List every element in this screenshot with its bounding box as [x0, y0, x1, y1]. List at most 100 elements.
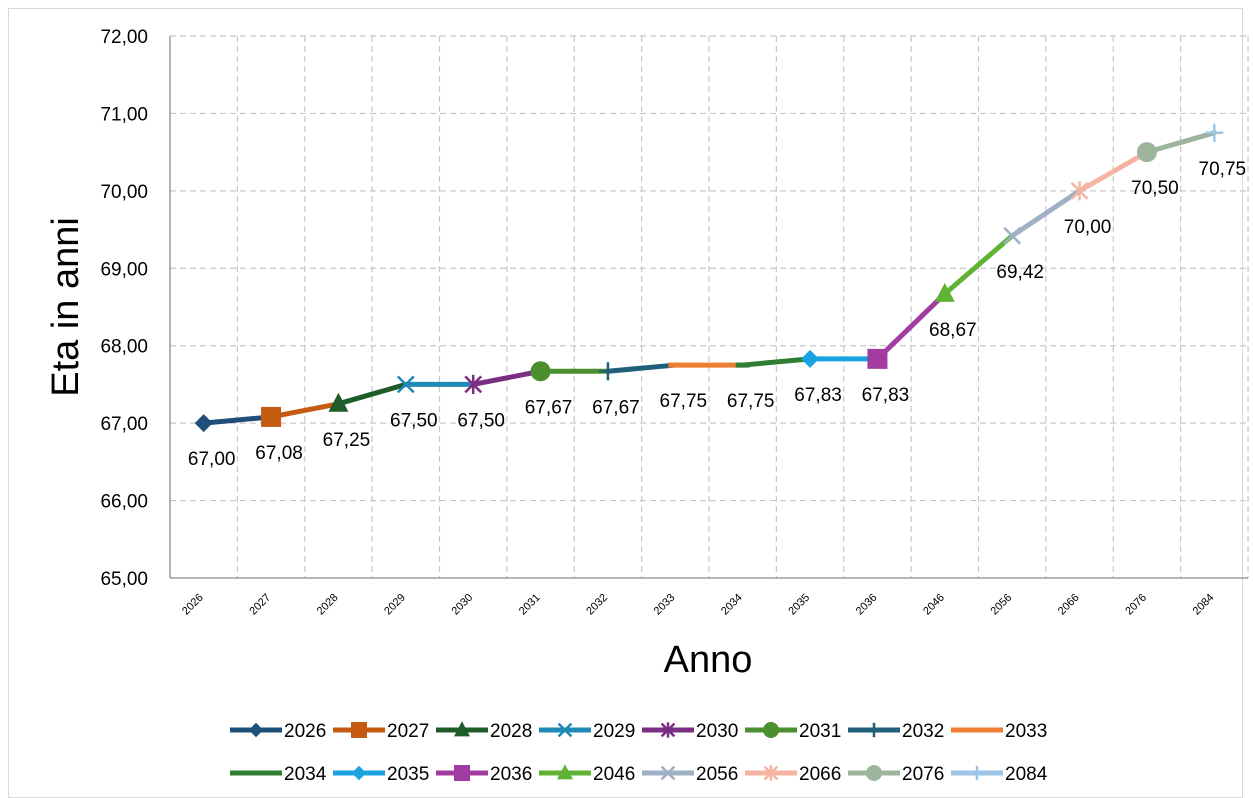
marker-2027 — [261, 406, 282, 427]
marker-2084 — [1205, 123, 1224, 142]
marker-2076 — [1136, 142, 1157, 163]
legend-entry-2056: 2056 — [642, 764, 738, 785]
data-label: 67,00 — [188, 449, 236, 470]
x-tick-label: 2056 — [989, 592, 1015, 618]
series-line-2032 — [605, 362, 678, 374]
legend-label: 2026 — [284, 721, 326, 742]
x-tick-labels: 2026 2027 2028 2029 2030 2031 2032 2033 2034 2035… — [180, 592, 1216, 618]
data-label: 70,50 — [1131, 178, 1179, 199]
y-tick-label: 72,00 — [100, 27, 148, 48]
marker-2035 — [801, 349, 820, 368]
data-label: 67,83 — [794, 385, 842, 406]
legend-label: 2029 — [593, 721, 635, 742]
legend-label: 2027 — [387, 721, 429, 742]
marker-2028 — [328, 392, 349, 412]
legend-marker — [660, 765, 676, 781]
legend-label: 2028 — [490, 721, 532, 742]
series-markers — [194, 123, 1224, 433]
legend: 2026 2027 2028 2029 2030 2031 2032 2033 2034 2035… — [230, 721, 1048, 785]
y-tick-label: 66,00 — [100, 492, 148, 513]
legend-label: 2056 — [696, 764, 738, 785]
legend-label: 2066 — [799, 764, 841, 785]
x-tick-label: 2031 — [517, 592, 543, 618]
legend-label: 2034 — [284, 764, 327, 785]
legend-entry-2027: 2027 — [333, 721, 429, 742]
data-label: 67,67 — [525, 397, 573, 418]
legend-marker — [763, 722, 779, 738]
marker-2066 — [1070, 181, 1089, 201]
marker-2031 — [530, 361, 551, 382]
marker-2030 — [464, 374, 483, 395]
legend-entry-2030: 2030 — [642, 721, 738, 742]
legend-marker — [660, 722, 676, 738]
x-tick-label: 2032 — [584, 592, 610, 618]
legend-marker — [763, 765, 779, 781]
marker-2056 — [1003, 226, 1022, 245]
legend-marker — [866, 722, 882, 738]
series-line-2028 — [335, 381, 409, 407]
legend-label: 2035 — [387, 764, 429, 785]
series-line-2027 — [268, 401, 341, 420]
x-tick-label: 2028 — [315, 592, 341, 618]
legend-marker — [866, 765, 882, 781]
legend-entry-2032: 2032 — [848, 721, 944, 742]
x-axis-label: Anno — [664, 639, 753, 681]
legend-entry-2036: 2036 — [436, 764, 532, 785]
x-tick-label: 2027 — [247, 592, 273, 618]
series-line-2076 — [1144, 130, 1217, 155]
data-labels: 67,00 67,08 67,25 67,50 67,50 67,67 67,67 67,75… — [188, 159, 1246, 470]
series-line-2034 — [740, 356, 813, 368]
y-tick-label: 71,00 — [100, 104, 148, 125]
data-label: 70,75 — [1199, 159, 1247, 180]
series-line-2066 — [1077, 149, 1150, 194]
y-tick-label: 67,00 — [100, 414, 148, 435]
legend-label: 2046 — [593, 764, 635, 785]
marker-2046 — [934, 282, 955, 302]
legend-entry-2035: 2035 — [333, 764, 429, 785]
x-tick-label: 2033 — [652, 592, 678, 618]
legend-label: 2084 — [1005, 764, 1048, 785]
legend-entry-2033: 2033 — [951, 721, 1047, 742]
y-axis-label: Eta in anni — [45, 217, 87, 397]
series-lines — [201, 130, 1217, 426]
series-line-2036 — [874, 291, 948, 362]
legend-marker — [557, 722, 573, 738]
legend-entry-2034: 2034 — [230, 764, 327, 785]
y-tick-label: 68,00 — [100, 337, 148, 358]
legend-marker — [351, 722, 367, 738]
x-tick-label: 2029 — [382, 592, 408, 618]
marker-2026 — [194, 414, 213, 433]
legend-marker — [557, 764, 573, 780]
gridlines — [170, 35, 1249, 578]
legend-entry-2029: 2029 — [539, 721, 635, 742]
legend-label: 2033 — [1005, 721, 1047, 742]
legend-marker — [248, 722, 264, 738]
legend-marker — [454, 765, 470, 781]
axes — [169, 36, 1248, 579]
series-line-2030 — [470, 368, 544, 387]
legend-entry-2026: 2026 — [230, 721, 326, 742]
legend-label: 2032 — [902, 721, 944, 742]
x-tick-label: 2076 — [1123, 592, 1149, 618]
series-line-2026 — [201, 414, 274, 426]
marker-2029 — [396, 375, 415, 394]
data-label: 70,00 — [1064, 217, 1112, 238]
x-tick-label: 2084 — [1191, 592, 1217, 618]
legend-label: 2030 — [696, 721, 738, 742]
legend-entry-2066: 2066 — [745, 764, 841, 785]
legend-label: 2076 — [902, 764, 944, 785]
data-label: 67,50 — [390, 410, 438, 431]
x-tick-label: 2030 — [450, 592, 476, 618]
data-label: 67,75 — [660, 391, 708, 412]
legend-marker — [454, 721, 470, 737]
data-label: 67,75 — [727, 391, 775, 412]
x-tick-label: 2026 — [180, 592, 206, 618]
y-tick-label: 70,00 — [100, 182, 148, 203]
marker-2036 — [867, 348, 888, 369]
x-tick-label: 2036 — [854, 592, 880, 618]
series-line-2056 — [1009, 188, 1083, 239]
x-tick-label: 2066 — [1056, 592, 1082, 618]
y-tick-labels: 65,00 66,00 67,00 68,00 69,00 70,00 71,00 72,00 — [100, 27, 148, 590]
data-label: 68,67 — [929, 320, 977, 341]
